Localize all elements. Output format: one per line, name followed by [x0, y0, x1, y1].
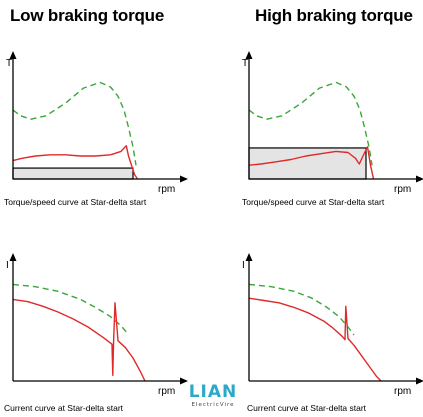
caption-current-low: Current curve at Star-delta start	[4, 403, 124, 413]
red-curve	[248, 146, 375, 180]
x-axis-label: rpm	[158, 184, 175, 195]
caption-torque-low: Torque/speed curve at Star-delta start	[4, 197, 147, 207]
y-axis-arrow	[9, 51, 17, 59]
y-axis-label: I	[242, 260, 245, 271]
x-axis-label: rpm	[158, 386, 175, 397]
logo-word: LIAN	[188, 382, 238, 402]
y-axis-label: T	[242, 58, 248, 69]
title-high-braking: High braking torque	[255, 6, 413, 25]
x-axis-arrow	[416, 377, 423, 385]
x-axis-arrow	[180, 377, 188, 385]
dashed-green-curve	[12, 283, 128, 334]
y-axis-label: I	[6, 260, 9, 271]
x-axis-label: rpm	[394, 184, 411, 195]
y-axis-arrow	[9, 253, 17, 261]
dashed-green-curve	[12, 81, 137, 166]
logo-subtext: ElectricVire	[191, 402, 235, 408]
y-axis-arrow	[245, 51, 253, 59]
dashed-green-curve	[248, 81, 373, 166]
caption-torque-high: Torque/speed curve at Star-delta start	[242, 197, 385, 207]
red-curve	[12, 298, 146, 382]
x-axis-arrow	[416, 175, 423, 183]
dashed-green-curve	[248, 283, 355, 336]
y-axis-arrow	[245, 253, 253, 261]
red-curve	[248, 297, 382, 382]
x-axis-label: rpm	[394, 386, 411, 397]
x-axis-arrow	[180, 175, 188, 183]
brand-logo: LIAN ElectricVire	[183, 383, 243, 415]
load-torque-area	[12, 167, 134, 180]
caption-current-high: Current curve at Star-delta start	[247, 403, 367, 413]
red-curve	[12, 144, 139, 180]
title-low-braking: Low braking torque	[10, 6, 165, 25]
y-axis-label: T	[6, 58, 12, 69]
